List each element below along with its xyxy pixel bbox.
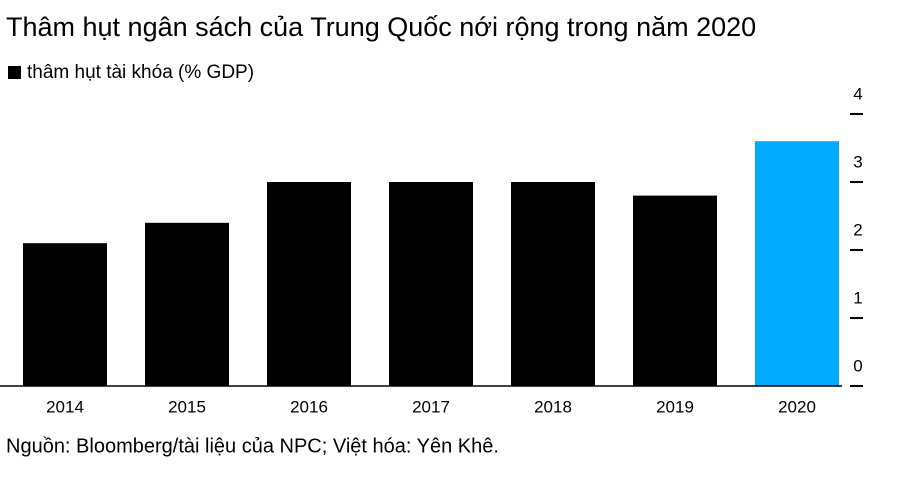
x-tick-label: 2015 xyxy=(168,397,206,416)
bar xyxy=(511,182,595,386)
y-tick-label: 0 xyxy=(853,356,862,375)
bar xyxy=(389,182,473,386)
y-tick-label: 3 xyxy=(853,152,862,171)
bar xyxy=(755,141,839,386)
x-tick-label: 2019 xyxy=(656,397,694,416)
x-tick-label: 2017 xyxy=(412,397,450,416)
y-tick-label: 2 xyxy=(853,220,862,239)
y-tick-label: 4 xyxy=(853,84,862,103)
legend-label: thâm hụt tài khóa (% GDP) xyxy=(27,62,254,83)
x-tick-label: 2016 xyxy=(290,397,328,416)
y-tick-label: 1 xyxy=(853,288,862,307)
x-tick-label: 2018 xyxy=(534,397,572,416)
bar xyxy=(23,243,107,386)
bar xyxy=(633,195,717,386)
x-tick-label: 2020 xyxy=(778,397,816,416)
source-note: Nguồn: Bloomberg/tài liệu của NPC; Việt … xyxy=(6,435,499,457)
chart-title: Thâm hụt ngân sách của Trung Quốc nới rộ… xyxy=(6,12,756,42)
bar xyxy=(267,182,351,386)
bar xyxy=(145,222,229,386)
legend-swatch xyxy=(8,66,21,79)
x-tick-label: 2014 xyxy=(46,397,84,416)
